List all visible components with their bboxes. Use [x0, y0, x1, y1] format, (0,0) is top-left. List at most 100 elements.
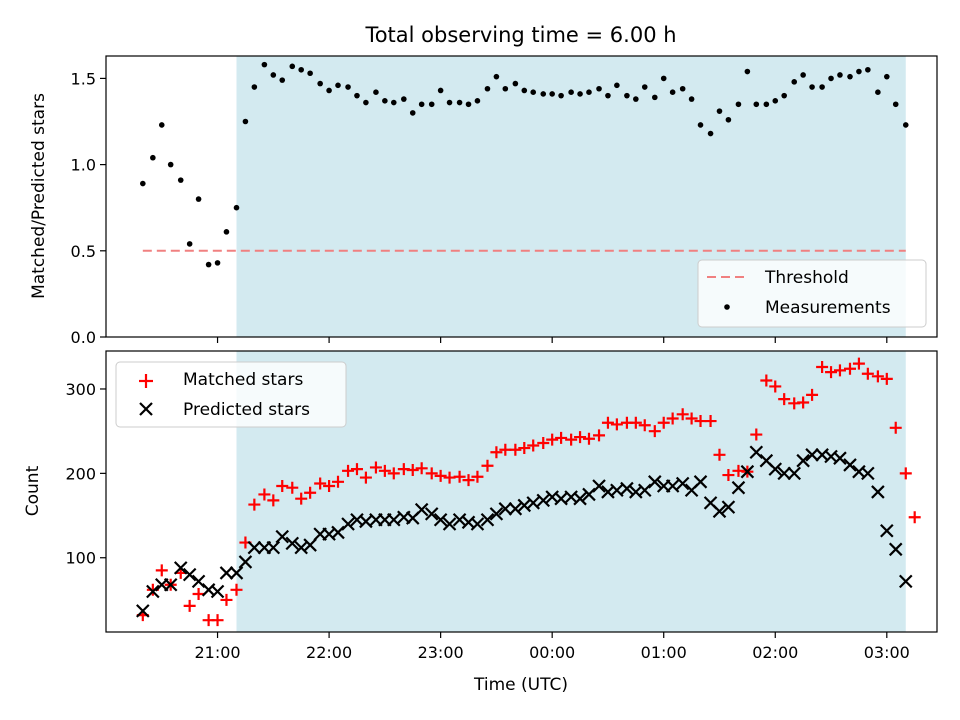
- predicted-star-point: [442, 517, 457, 531]
- measurement-point: [428, 101, 435, 108]
- bottom-panel: 100 200 300 21:00 22:00 23:00 00:00 01:00 02:00…: [23, 350, 938, 695]
- predicted-star-point: [888, 542, 903, 557]
- predicted-star-point: [341, 517, 355, 531]
- measurement-point: [279, 77, 286, 83]
- matched-star-point: [304, 486, 317, 499]
- matched-star-point: [899, 467, 912, 480]
- matched-star-point: [350, 463, 363, 476]
- measurement-point: [484, 85, 491, 92]
- matched-star-point: [889, 421, 902, 434]
- measurement-point: [418, 101, 425, 108]
- predicted-star-point: [665, 479, 680, 493]
- matched-star-point: [593, 429, 606, 442]
- measurement-point: [437, 87, 444, 94]
- legend-matched-swatch: [139, 374, 153, 388]
- x-tick-label: 23:00: [418, 643, 464, 662]
- predicted-star-point: [275, 529, 290, 544]
- predicted-star-point: [805, 448, 819, 462]
- measurement-point: [251, 84, 258, 90]
- matched-star-point: [685, 412, 698, 425]
- matched-star-point: [453, 470, 466, 483]
- y-tick-label: 100: [65, 549, 96, 568]
- measurement-point: [651, 94, 658, 101]
- bottom-legend: Matched stars Predicted stars: [115, 361, 347, 428]
- predicted-star-point: [136, 604, 150, 618]
- legend-matched-label: Matched stars: [183, 370, 303, 390]
- measurement-point: [875, 89, 881, 96]
- measurement-point: [577, 91, 583, 97]
- predicted-star-point: [871, 485, 885, 499]
- measurement-point: [530, 89, 537, 96]
- predicted-star-point: [648, 475, 662, 489]
- matched-star-point: [833, 364, 846, 377]
- matched-star-point: [574, 431, 587, 444]
- measurement-point: [446, 99, 453, 106]
- matched-star-point: [471, 470, 484, 483]
- predicted-star-point: [294, 540, 308, 555]
- matched-star-point: [286, 481, 299, 494]
- measurement-point: [326, 87, 332, 94]
- measurement-point: [354, 92, 360, 99]
- predicted-star-point: [777, 466, 791, 481]
- matched-star-point: [546, 433, 559, 446]
- measurement-point: [735, 101, 742, 108]
- matched-star-point: [760, 374, 773, 387]
- measurement-point: [791, 79, 798, 85]
- predicted-star-point: [526, 496, 540, 510]
- matched-star-point: [462, 474, 475, 487]
- measurement-point: [624, 92, 630, 99]
- predicted-star-point: [898, 574, 913, 589]
- bottom-y-axis-label: Count: [23, 465, 43, 516]
- measurement-point: [744, 68, 751, 75]
- matched-star-point: [722, 469, 735, 482]
- measurement-point: [679, 85, 686, 92]
- legend-measurements-label: Measurements: [765, 298, 891, 318]
- measurement-point: [865, 66, 871, 73]
- matched-star-point: [657, 416, 670, 429]
- measurement-point: [892, 101, 899, 108]
- matched-star-point: [359, 471, 372, 484]
- matched-star-point: [908, 511, 921, 524]
- measurement-point: [289, 63, 296, 70]
- predicted-star-point: [787, 466, 802, 481]
- matched-star-point: [582, 432, 595, 445]
- x-tick-label: 03:00: [864, 643, 910, 662]
- measurement-point: [167, 161, 174, 168]
- matched-star-point: [676, 408, 689, 421]
- matched-star-point: [843, 362, 856, 375]
- measurement-point: [474, 98, 481, 104]
- matched-star-point: [565, 433, 578, 446]
- predicted-star-point: [229, 566, 244, 580]
- matched-star-point: [509, 443, 522, 456]
- measurement-point: [307, 70, 313, 77]
- matched-star-point: [778, 393, 791, 406]
- matched-star-point: [666, 412, 679, 425]
- predicted-star-point: [573, 491, 587, 506]
- predicted-star-point: [433, 512, 448, 527]
- measurement-point: [456, 99, 463, 106]
- predicted-star-point: [749, 445, 764, 460]
- measurement-point: [716, 108, 723, 114]
- matched-star-point: [527, 439, 540, 452]
- measurement-point: [828, 75, 834, 82]
- matched-star-point: [769, 380, 782, 393]
- measurement-point: [809, 84, 815, 90]
- predicted-star-point: [740, 464, 755, 479]
- measurement-point: [614, 82, 620, 89]
- measurement-point: [214, 260, 221, 266]
- measurement-point: [158, 122, 165, 128]
- matched-star-point: [601, 416, 614, 429]
- measurement-point: [837, 72, 843, 78]
- top-x-ticks: [216, 337, 888, 343]
- measurement-point: [195, 196, 202, 202]
- predicted-star-point: [414, 502, 429, 517]
- matched-star-point: [387, 467, 400, 480]
- predicted-star-point: [582, 487, 596, 502]
- matched-star-point: [192, 588, 205, 601]
- matched-star-point: [295, 492, 308, 505]
- measurement-point: [493, 73, 500, 80]
- measurement-point: [697, 122, 704, 128]
- measurement-point: [150, 154, 156, 161]
- matched-star-point: [323, 480, 336, 493]
- measurement-point: [660, 75, 667, 82]
